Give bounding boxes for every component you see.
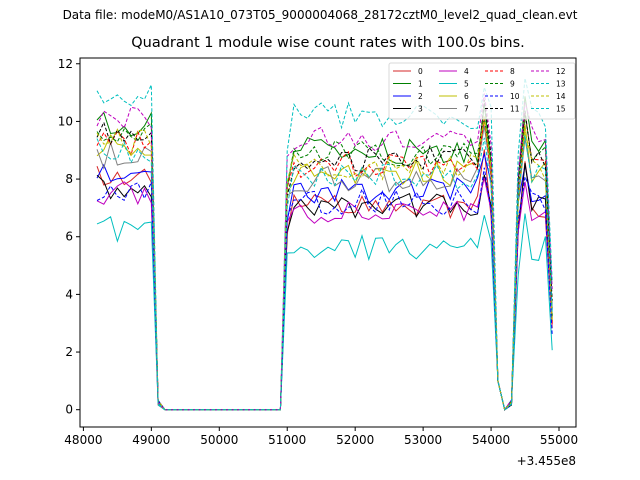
series-line-8: [96, 113, 553, 411]
legend-label-13: 13: [556, 80, 566, 89]
x-tick-label: 52000: [336, 433, 374, 447]
series-line-14: [96, 115, 553, 411]
legend-label-11: 11: [510, 105, 520, 114]
legend-label-10: 10: [510, 92, 520, 101]
y-tick-label: 0: [65, 403, 73, 417]
legend-label-0: 0: [418, 67, 423, 76]
legend-label-2: 2: [418, 92, 423, 101]
legend-label-3: 3: [418, 105, 423, 114]
legend-label-15: 15: [556, 105, 566, 114]
legend-label-9: 9: [510, 80, 515, 89]
y-tick-label: 4: [65, 287, 73, 301]
x-tick-label: 54000: [472, 433, 510, 447]
series-line-2: [96, 152, 553, 411]
x-tick-label: 51000: [268, 433, 306, 447]
series-line-15: [96, 135, 553, 411]
legend-label-14: 14: [556, 92, 566, 101]
y-tick-label: 6: [65, 230, 73, 244]
series-line-1: [96, 96, 553, 411]
legend-label-1: 1: [418, 80, 423, 89]
legend-box: [388, 62, 576, 120]
x-offset-label: +3.455e8: [517, 454, 576, 468]
series-line-5: [96, 213, 553, 411]
legend-label-12: 12: [556, 67, 566, 76]
figure-suptitle: Data file: modeM0/AS1A10_073T05_90000040…: [62, 8, 578, 22]
y-tick-label: 10: [58, 114, 73, 128]
series-line-11: [96, 99, 553, 411]
y-tick-label: 2: [65, 345, 73, 359]
series-line-9: [96, 114, 553, 411]
axes-layer: 48000 49000 50000 51000 52000 53000 54000 55000…: [58, 57, 578, 468]
plot-layer: [96, 78, 553, 411]
series-line-10: [96, 167, 553, 411]
legend-label-7: 7: [464, 105, 469, 114]
legend-label-5: 5: [464, 80, 469, 89]
x-tick-label: 55000: [540, 433, 578, 447]
chart-title: Quadrant 1 module wise count rates with …: [131, 35, 525, 51]
series-line-12: [96, 93, 553, 411]
x-tick-label: 49000: [132, 433, 170, 447]
y-tick-label: 12: [58, 57, 73, 71]
axes-frame: [79, 57, 577, 428]
legend-label-6: 6: [464, 92, 469, 101]
y-tick-label: 8: [65, 172, 73, 186]
series-line-6: [96, 119, 553, 411]
legend-label-8: 8: [510, 67, 515, 76]
x-tick-label: 48000: [64, 433, 102, 447]
series-line-13: [96, 78, 553, 411]
x-tick-label: 53000: [404, 433, 442, 447]
legend-label-4: 4: [464, 67, 469, 76]
x-tick-label: 50000: [200, 433, 238, 447]
